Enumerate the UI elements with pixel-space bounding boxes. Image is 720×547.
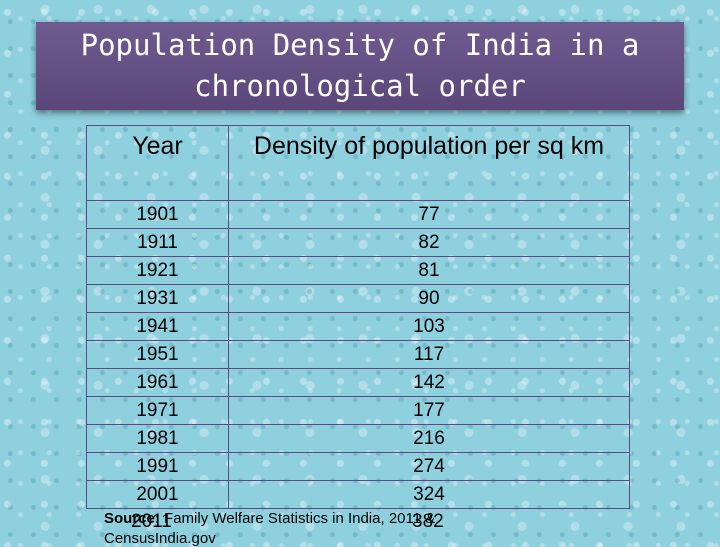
density-cell: 82 bbox=[228, 228, 630, 257]
table-row: 1971 177 bbox=[86, 396, 630, 425]
table-row: 1901 77 bbox=[86, 200, 630, 229]
year-cell: 1901 bbox=[86, 200, 229, 229]
table-row: 1911 82 bbox=[86, 228, 630, 257]
last-row-year: 2011 bbox=[131, 511, 172, 532]
year-cell: 1941 bbox=[86, 312, 229, 341]
density-cell: 77 bbox=[228, 200, 630, 229]
table-row: 2001 324 bbox=[86, 480, 630, 509]
year-cell: 1951 bbox=[86, 340, 229, 369]
year-cell: 1961 bbox=[86, 368, 229, 397]
density-cell: 177 bbox=[228, 396, 630, 425]
header-year: Year bbox=[86, 125, 229, 201]
table-row: 1921 81 bbox=[86, 256, 630, 285]
header-density: Density of population per sq km bbox=[228, 125, 630, 201]
year-cell: 1921 bbox=[86, 256, 229, 285]
source-text: Family Welfare Statistics in India, 2011… bbox=[159, 510, 436, 527]
year-cell: 1981 bbox=[86, 424, 229, 453]
density-cell: 81 bbox=[228, 256, 630, 285]
density-cell: 324 bbox=[228, 480, 630, 509]
page-title: Population Density of India in a chronol… bbox=[80, 28, 640, 103]
density-cell: 142 bbox=[228, 368, 630, 397]
table-row: 1961 142 bbox=[86, 368, 630, 397]
table-body: 1901 77 1911 82 1921 81 1931 90 1941 103 1951 117 19… bbox=[86, 200, 630, 509]
year-cell: 1991 bbox=[86, 452, 229, 481]
title-banner: Population Density of India in a chronol… bbox=[36, 22, 684, 110]
density-cell: 216 bbox=[228, 424, 630, 453]
last-row-density: 382 bbox=[412, 511, 444, 532]
year-cell: 1931 bbox=[86, 284, 229, 313]
source-line2: CensusIndia.gov bbox=[104, 530, 216, 547]
density-table: Year Density of population per sq km 190… bbox=[86, 125, 630, 509]
table-row: 1951 117 bbox=[86, 340, 630, 369]
table-row: 1991 274 bbox=[86, 452, 630, 481]
year-cell: 2001 bbox=[86, 480, 229, 509]
year-cell: 1971 bbox=[86, 396, 229, 425]
source-note: Source: Family Welfare Statistics in Ind… bbox=[104, 510, 664, 528]
table-row: 1931 90 bbox=[86, 284, 630, 313]
density-cell: 103 bbox=[228, 312, 630, 341]
table-row: 1981 216 bbox=[86, 424, 630, 453]
source-label: Source: bbox=[104, 510, 160, 527]
table-header-row: Year Density of population per sq km bbox=[86, 125, 630, 201]
table-row: 1941 103 bbox=[86, 312, 630, 341]
density-cell: 90 bbox=[228, 284, 630, 313]
density-cell: 274 bbox=[228, 452, 630, 481]
density-cell: 117 bbox=[228, 340, 630, 369]
year-cell: 1911 bbox=[86, 228, 229, 257]
